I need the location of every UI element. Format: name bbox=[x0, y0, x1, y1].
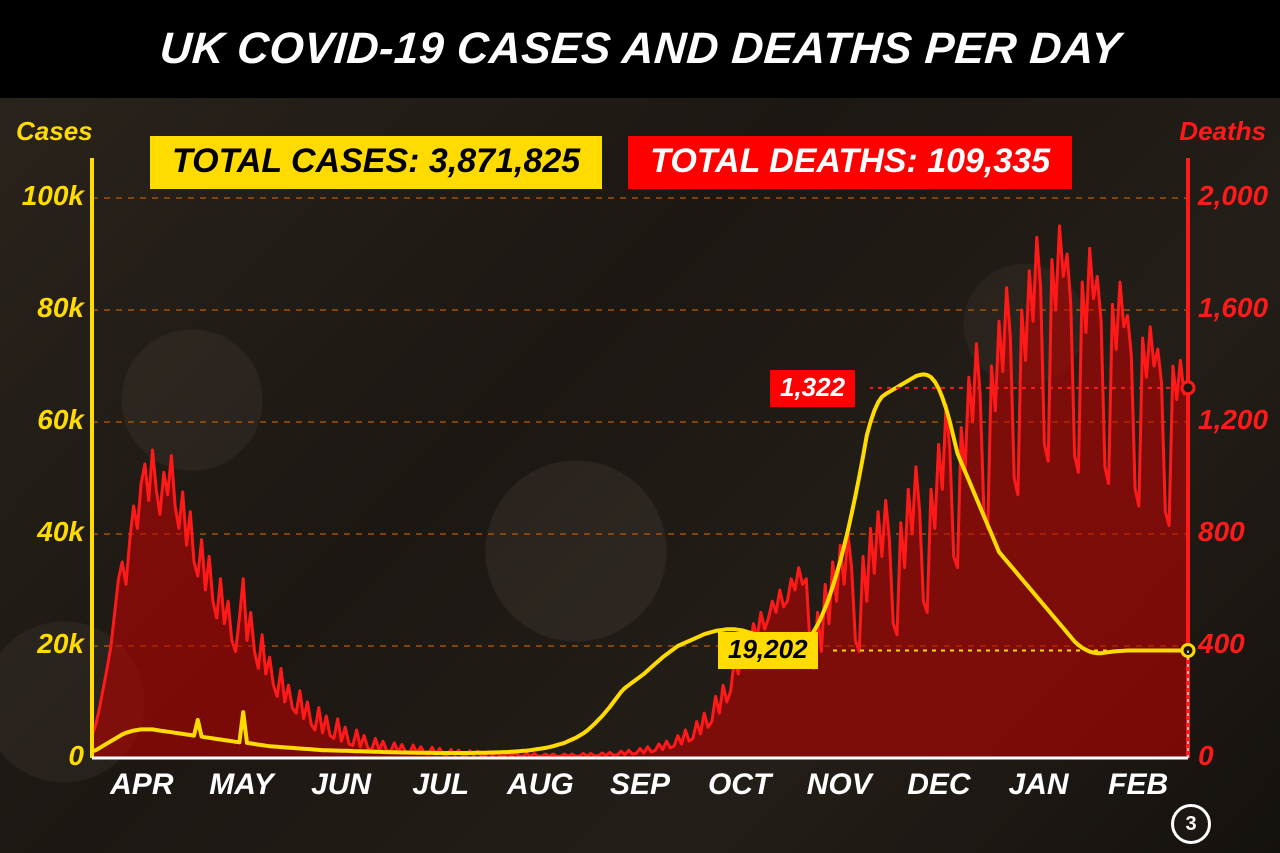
date-marker: 3 bbox=[1171, 804, 1211, 844]
right-tick: 1,200 bbox=[1198, 404, 1278, 436]
right-tick: 0 bbox=[1198, 740, 1278, 772]
chart-title: UK COVID-19 CASES AND DEATHS PER DAY bbox=[158, 24, 1122, 74]
left-tick: 80k bbox=[14, 292, 84, 324]
right-tick: 400 bbox=[1198, 628, 1278, 660]
left-tick: 20k bbox=[14, 628, 84, 660]
x-tick: AUG bbox=[507, 768, 574, 802]
x-tick: FEB bbox=[1108, 768, 1168, 802]
x-tick: DEC bbox=[907, 768, 970, 802]
x-tick: JUN bbox=[311, 768, 371, 802]
page: UK COVID-19 CASES AND DEATHS PER DAY Cas… bbox=[0, 0, 1280, 853]
x-tick: MAY bbox=[209, 768, 273, 802]
x-tick: JUL bbox=[412, 768, 469, 802]
x-tick: APR bbox=[110, 768, 173, 802]
right-tick: 1,600 bbox=[1198, 292, 1278, 324]
x-tick: SEP bbox=[610, 768, 670, 802]
left-tick: 100k bbox=[14, 180, 84, 212]
right-tick: 800 bbox=[1198, 516, 1278, 548]
right-tick: 2,000 bbox=[1198, 180, 1278, 212]
title-bar: UK COVID-19 CASES AND DEATHS PER DAY bbox=[0, 0, 1280, 98]
left-tick: 40k bbox=[14, 516, 84, 548]
left-tick: 0 bbox=[14, 740, 84, 772]
chart-area: Cases Deaths TOTAL CASES: 3,871,825 TOTA… bbox=[0, 98, 1280, 853]
x-tick: OCT bbox=[708, 768, 771, 802]
deaths-callout: 1,322 bbox=[770, 370, 855, 407]
chart-svg bbox=[0, 98, 1280, 853]
x-tick: NOV bbox=[807, 768, 872, 802]
left-tick: 60k bbox=[14, 404, 84, 436]
x-tick: JAN bbox=[1009, 768, 1069, 802]
cases-callout: 19,202 bbox=[718, 632, 818, 669]
